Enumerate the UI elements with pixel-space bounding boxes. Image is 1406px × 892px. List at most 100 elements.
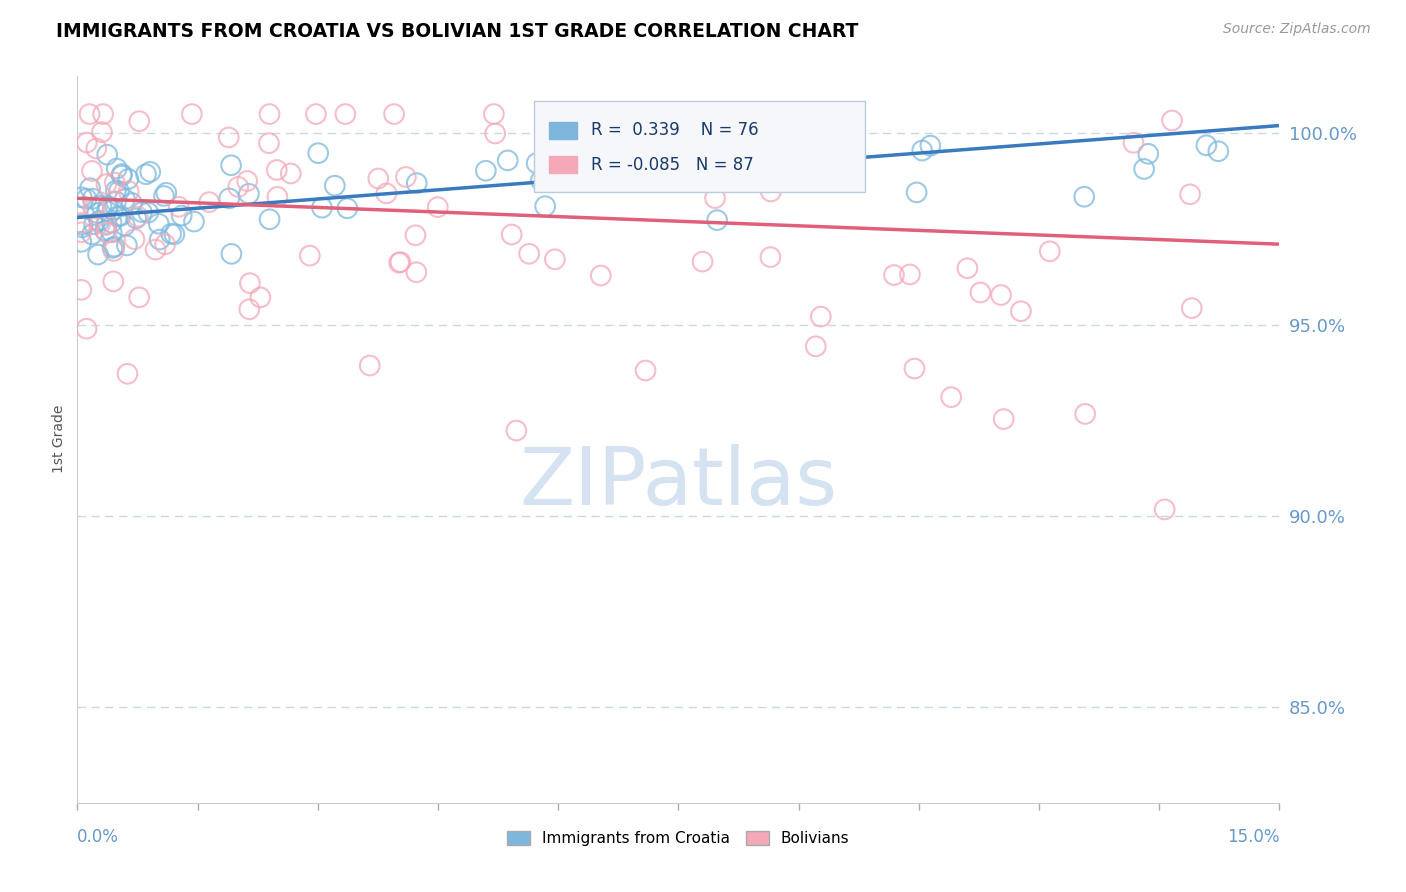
Point (70, 225, 93, 239)
Point (80, 164, 103, 178)
Point (249, 290, 271, 304)
Point (87, 247, 110, 261)
Point (114, 219, 136, 233)
Point (336, 202, 359, 216)
Point (91, 107, 114, 121)
Point (903, 361, 925, 376)
Point (90, 125, 112, 139)
Point (139, 165, 162, 179)
Point (335, 107, 357, 121)
Point (219, 158, 242, 172)
Point (94, 224, 117, 238)
Point (505, 424, 527, 438)
Point (1039, 244, 1062, 259)
Point (108, 184, 131, 198)
Point (111, 169, 134, 183)
Point (125, 211, 148, 226)
Point (82, 201, 104, 215)
FancyBboxPatch shape (534, 102, 865, 192)
Point (131, 205, 153, 219)
Point (311, 201, 333, 215)
Point (96, 147, 118, 161)
Point (266, 190, 288, 204)
Point (920, 138, 942, 153)
Point (89, 216, 111, 230)
Point (82, 192, 104, 206)
Point (1153, 502, 1175, 516)
Point (105, 161, 128, 176)
Point (153, 189, 176, 203)
Point (124, 232, 146, 246)
Point (692, 254, 714, 268)
Point (84, 141, 107, 155)
Point (87, 214, 110, 228)
Point (167, 200, 190, 214)
Point (1133, 161, 1156, 176)
Point (76, 136, 98, 150)
Point (100, 216, 122, 230)
Point (96, 204, 118, 219)
Point (589, 268, 612, 283)
Point (218, 130, 240, 145)
Point (1195, 138, 1218, 153)
Point (118, 185, 141, 199)
Point (115, 238, 138, 252)
Point (183, 214, 205, 228)
Point (94, 218, 117, 232)
Point (825, 155, 848, 169)
Point (96, 218, 118, 232)
Point (1122, 136, 1144, 150)
Point (84, 202, 107, 216)
Point (617, 143, 640, 157)
Point (804, 339, 827, 353)
Point (70, 235, 93, 249)
Text: R =  0.339    N = 76: R = 0.339 N = 76 (591, 121, 758, 139)
Point (103, 274, 125, 288)
Point (388, 255, 411, 269)
Point (128, 290, 150, 304)
Point (121, 196, 143, 211)
Point (259, 212, 281, 227)
Point (104, 176, 127, 190)
Point (536, 166, 558, 180)
Point (236, 174, 259, 188)
Point (111, 167, 134, 181)
Point (501, 227, 523, 242)
Point (298, 249, 321, 263)
Point (70, 283, 93, 297)
Point (305, 107, 328, 121)
Point (1181, 301, 1204, 315)
Point (544, 252, 567, 267)
Text: 15.0%: 15.0% (1227, 828, 1279, 846)
Point (149, 233, 172, 247)
Point (517, 246, 540, 260)
Point (163, 227, 186, 242)
Point (526, 156, 548, 170)
Y-axis label: 1st Grade: 1st Grade (52, 405, 66, 474)
Point (280, 166, 302, 180)
Point (103, 240, 125, 254)
Point (475, 163, 498, 178)
Point (323, 178, 346, 193)
Point (375, 186, 398, 201)
Point (911, 144, 934, 158)
Point (180, 107, 202, 121)
Point (530, 173, 553, 187)
Text: R = -0.085   N = 87: R = -0.085 N = 87 (591, 155, 754, 174)
Point (382, 107, 405, 121)
Point (226, 180, 249, 194)
Point (990, 288, 1012, 302)
Point (104, 184, 127, 198)
Point (405, 176, 427, 190)
Point (136, 205, 159, 219)
Text: ZIPatlas: ZIPatlas (519, 444, 838, 522)
Point (759, 250, 782, 264)
Point (117, 172, 139, 186)
Point (613, 173, 636, 187)
Point (810, 310, 832, 324)
Point (634, 363, 657, 377)
Point (482, 107, 505, 121)
Point (389, 255, 412, 269)
Point (405, 228, 427, 243)
Point (898, 268, 921, 282)
